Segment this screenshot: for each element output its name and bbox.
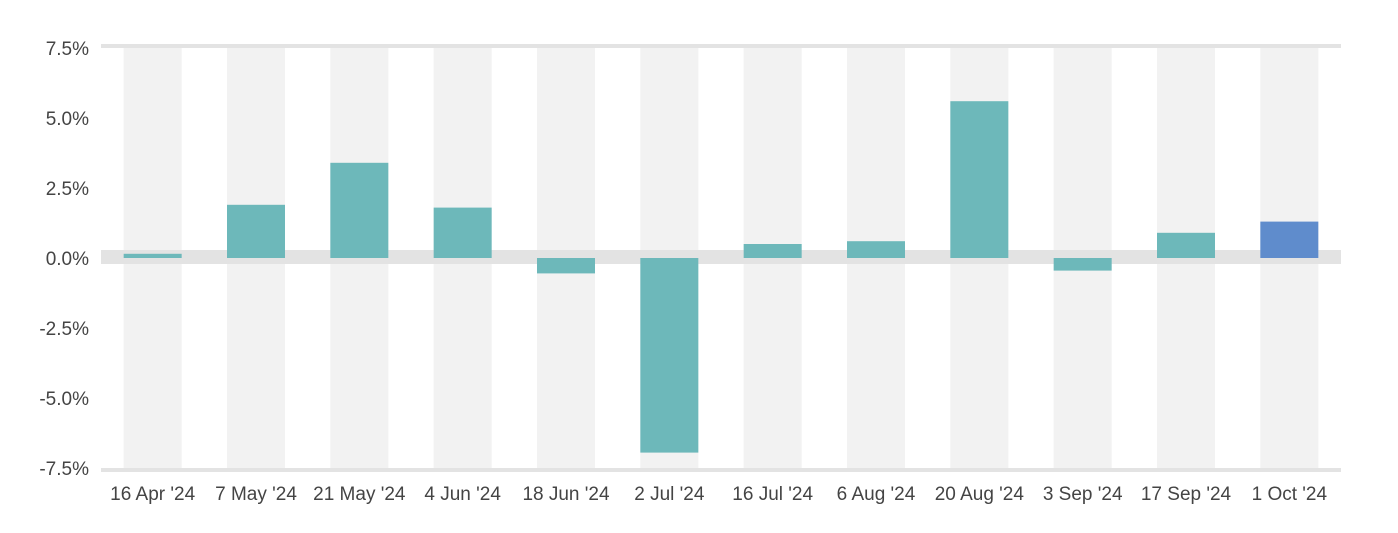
bar-4	[537, 258, 595, 274]
x-tick-label: 2 Jul '24	[634, 484, 705, 505]
top-axis-line	[101, 44, 1341, 48]
bar-11	[1260, 221, 1319, 258]
bar-10	[1157, 232, 1215, 258]
bar-0	[123, 253, 182, 258]
y-axis-labels: -7.5% -5.0% -2.5% 0.0% 2.5% 5.0% 7.5%	[39, 39, 89, 480]
x-tick-label: 21 May '24	[313, 484, 406, 505]
bar-8	[950, 101, 1009, 258]
x-tick-label: 16 Jul '24	[732, 484, 813, 505]
bars	[123, 101, 1319, 453]
axes	[101, 44, 1341, 472]
x-tick-label: 16 Apr '24	[110, 484, 195, 505]
x-tick-label: 1 Oct '24	[1252, 484, 1328, 505]
bar-2	[330, 162, 389, 258]
x-tick-label: 20 Aug '24	[935, 484, 1025, 505]
y-tick-label: -5.0%	[39, 389, 89, 410]
bar-1	[227, 204, 285, 258]
bar-7	[847, 241, 905, 258]
x-tick-label: 3 Sep '24	[1043, 484, 1123, 505]
bar-6	[743, 244, 802, 258]
bar-3	[433, 207, 492, 258]
x-tick-label: 17 Sep '24	[1141, 484, 1232, 505]
bar-5	[640, 258, 699, 453]
x-tick-label: 18 Jun '24	[522, 484, 610, 505]
bottom-axis-line	[101, 468, 1341, 472]
x-axis-labels: 16 Apr '24 7 May '24 21 May '24 4 Jun '24 18…	[110, 484, 1327, 505]
zero-band	[101, 250, 1341, 264]
x-tick-label: 6 Aug '24	[837, 484, 916, 505]
y-tick-label: 2.5%	[46, 179, 89, 200]
y-tick-label: -7.5%	[39, 459, 89, 480]
y-tick-label: 0.0%	[46, 249, 89, 270]
x-tick-label: 4 Jun '24	[424, 484, 501, 505]
bar-9	[1053, 258, 1112, 271]
y-tick-label: -2.5%	[39, 319, 89, 340]
y-tick-label: 7.5%	[46, 39, 89, 60]
y-tick-label: 5.0%	[46, 109, 89, 130]
x-tick-label: 7 May '24	[215, 484, 297, 505]
